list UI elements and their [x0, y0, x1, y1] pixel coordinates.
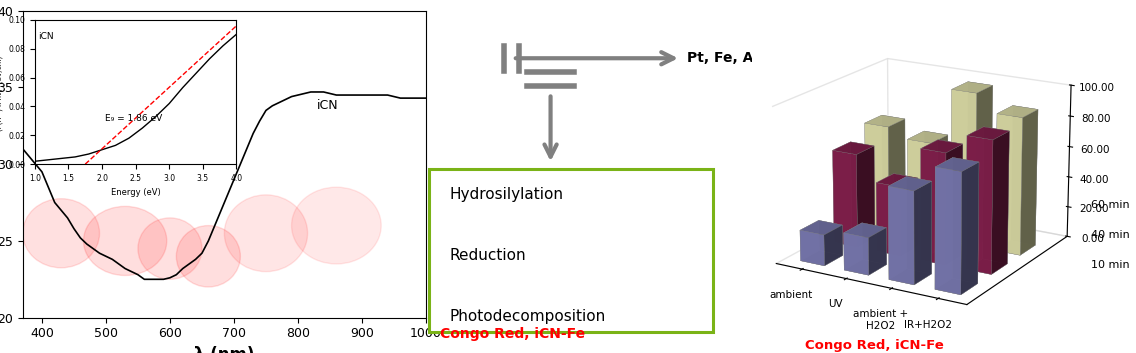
- Ellipse shape: [23, 199, 100, 268]
- Text: Pt, Fe, Ag complexes: Pt, Fe, Ag complexes: [686, 51, 851, 65]
- Text: 60 min: 60 min: [1092, 200, 1130, 210]
- Text: iCN: iCN: [317, 99, 339, 112]
- Ellipse shape: [176, 226, 241, 287]
- Text: Congo Red, iCN-Fe: Congo Red, iCN-Fe: [805, 340, 944, 352]
- Ellipse shape: [292, 187, 382, 264]
- Text: 40 min: 40 min: [1092, 230, 1130, 240]
- Ellipse shape: [84, 207, 167, 275]
- Text: Hydrosilylation

Reduction

Photodecomposition: Hydrosilylation Reduction Photodecomposi…: [449, 187, 605, 324]
- Text: Congo Red, iCN-Fe: Congo Red, iCN-Fe: [441, 327, 586, 341]
- Ellipse shape: [137, 218, 202, 279]
- X-axis label: λ (nm): λ (nm): [194, 346, 254, 353]
- Ellipse shape: [225, 195, 308, 271]
- Text: 10 min: 10 min: [1092, 261, 1130, 270]
- FancyBboxPatch shape: [429, 169, 712, 332]
